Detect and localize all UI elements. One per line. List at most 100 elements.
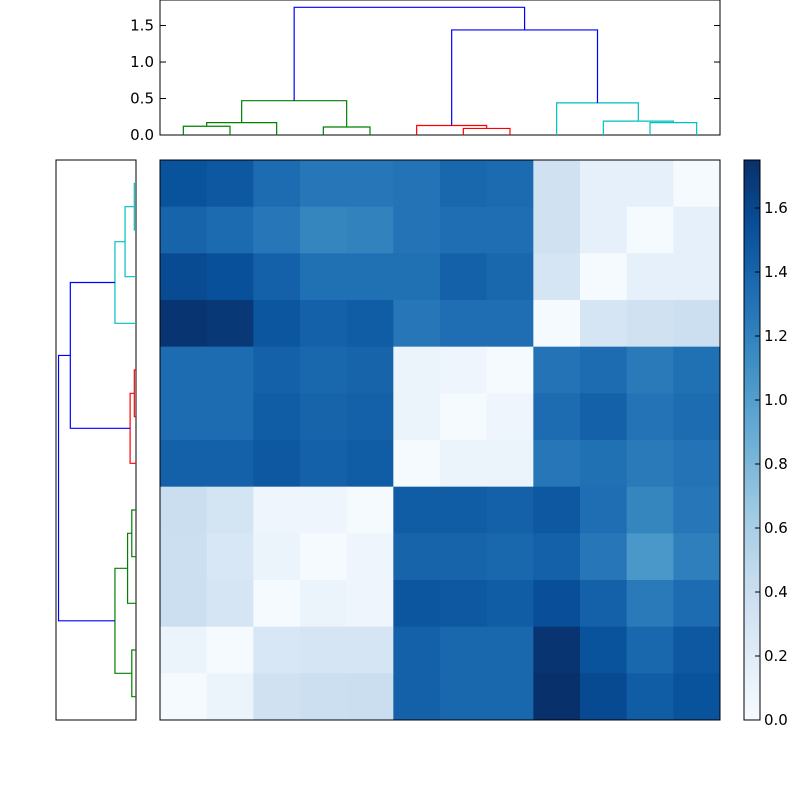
heatmap-cell (580, 300, 628, 348)
heatmap-cell (580, 440, 628, 488)
heatmap-cell (253, 533, 301, 581)
heatmap-cell (160, 160, 208, 208)
heatmap-cell (486, 300, 534, 348)
top-dendrogram-link (602, 120, 674, 135)
heatmap-cell (346, 253, 394, 301)
heatmap-cell (393, 440, 441, 488)
heatmap-cell (580, 393, 628, 441)
heatmap-cell (160, 580, 208, 628)
heatmap-cell (486, 160, 534, 208)
colorbar-tick-label: 1.2 (764, 327, 788, 345)
colorbar-tick-label: 1.0 (764, 391, 788, 409)
heatmap-cell (160, 346, 208, 394)
heatmap-cell (206, 346, 254, 394)
colorbar: 0.0 0.2 0.4 0.6 0.8 1.0 1.2 1.4 1.6 (743, 159, 788, 729)
heatmap-cell (580, 673, 628, 721)
heatmap-cell (673, 206, 721, 254)
heatmap-cell (533, 206, 581, 254)
heatmap-cell (300, 346, 348, 394)
heatmap-cell (346, 626, 394, 674)
heatmap-cell (393, 533, 441, 581)
heatmap-cell (160, 673, 208, 721)
heatmap-cell (580, 160, 628, 208)
heatmap-cell (486, 486, 534, 534)
heatmap-cell (160, 206, 208, 254)
top-dendrogram-link (182, 125, 231, 135)
heatmap-cell (253, 486, 301, 534)
left-dendrogram-link (131, 649, 136, 698)
heatmap-cell (206, 486, 254, 534)
heatmap-cell (626, 440, 674, 488)
heatmap-cell (486, 580, 534, 628)
heatmap-cell (393, 206, 441, 254)
colorbar-gradient (743, 159, 761, 721)
top-dendrogram-link (462, 127, 511, 135)
heatmap-cell (253, 253, 301, 301)
top-dendrogram-link (451, 29, 599, 126)
heatmap-cell (300, 533, 348, 581)
heatmap-cell (626, 580, 674, 628)
top-dendrogram-link (556, 102, 639, 135)
heatmap-cell (486, 440, 534, 488)
heatmap-cell (206, 206, 254, 254)
heatmap-cell (346, 160, 394, 208)
heatmap-cell (673, 346, 721, 394)
heatmap-cell (346, 486, 394, 534)
top-dendrogram-tick-label: 1.0 (130, 53, 154, 71)
heatmap-cell (626, 160, 674, 208)
heatmap-cell (673, 673, 721, 721)
left-dendrogram-link (133, 182, 136, 231)
left-dendrogram-link (126, 532, 136, 604)
heatmap-cell (393, 160, 441, 208)
heatmap-cell (580, 346, 628, 394)
heatmap-cell (533, 346, 581, 394)
left-dendrogram-link (129, 392, 136, 464)
heatmap-cell (440, 393, 488, 441)
heatmap-cell (533, 486, 581, 534)
heatmap-cell (580, 580, 628, 628)
heatmap-cell (346, 393, 394, 441)
heatmap-cell (300, 580, 348, 628)
heatmap-cell (300, 300, 348, 348)
heatmap-cell (253, 626, 301, 674)
heatmap-cell (160, 393, 208, 441)
heatmap-cell (626, 253, 674, 301)
heatmap-cell (253, 580, 301, 628)
heatmap-cell (626, 346, 674, 394)
heatmap-cell (673, 626, 721, 674)
heatmap-cell (673, 533, 721, 581)
heatmap-cell (486, 346, 534, 394)
left-dendrogram-link (133, 369, 136, 418)
heatmap-cell (393, 486, 441, 534)
left-dendrogram (55, 159, 137, 721)
colorbar-tick-label: 0.2 (764, 647, 788, 665)
heatmap-cell (440, 533, 488, 581)
heatmap-cell (533, 673, 581, 721)
heatmap-cell (533, 580, 581, 628)
left-dendrogram-link (114, 567, 132, 674)
heatmap-cell (673, 253, 721, 301)
heatmap-cell (206, 253, 254, 301)
heatmap-cell (206, 393, 254, 441)
heatmap-cell (346, 346, 394, 394)
top-dendrogram-link (649, 121, 698, 135)
heatmap-cell (440, 253, 488, 301)
heatmap-frame (159, 159, 721, 721)
top-dendrogram-link (322, 126, 371, 135)
heatmap-cell (486, 393, 534, 441)
heatmap-cell (626, 626, 674, 674)
heatmap-cell (206, 673, 254, 721)
heatmap-cell (160, 300, 208, 348)
heatmap-cell (486, 533, 534, 581)
heatmap-cell (253, 206, 301, 254)
top-dendrogram-tick-label: 1.5 (130, 17, 154, 35)
heatmap-cell (300, 253, 348, 301)
heatmap-cell (393, 673, 441, 721)
top-dendrogram-link (293, 6, 526, 101)
heatmap-cell (346, 300, 394, 348)
colorbar-tick-label: 0.6 (764, 519, 788, 537)
heatmap-cell (393, 300, 441, 348)
heatmap-cell (440, 206, 488, 254)
heatmap-cell (580, 206, 628, 254)
